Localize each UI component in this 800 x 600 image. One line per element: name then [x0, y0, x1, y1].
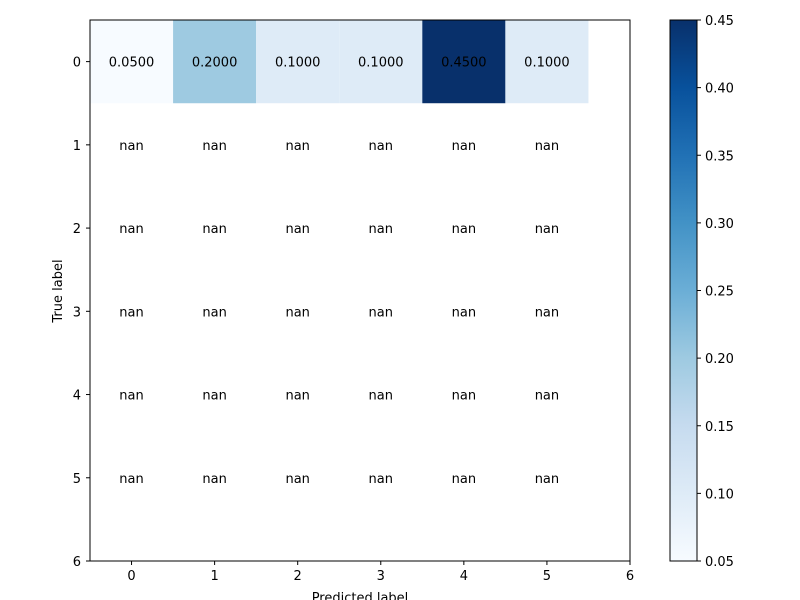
y-tick-label: 4	[73, 389, 81, 404]
y-axis: 0 1 2 3 4 5 6	[73, 56, 90, 570]
x-tick-label: 0	[127, 569, 135, 584]
heatmap-cell	[505, 20, 589, 104]
cell-value-label: nan	[535, 472, 559, 487]
cell-value-label: nan	[369, 472, 393, 487]
cell-value-label: nan	[452, 389, 476, 404]
cell-value-label: nan	[202, 139, 226, 154]
colorbar-gradient	[669, 19, 698, 562]
x-axis-label: Predicted label	[312, 591, 409, 600]
x-tick-label: 3	[377, 569, 385, 584]
cell-value-label: nan	[285, 139, 309, 154]
cell-value-label: nan	[119, 139, 143, 154]
colorbar-tick-label: 0.05	[705, 555, 734, 570]
x-tick-label: 6	[626, 569, 634, 584]
colorbar-tick-label: 0.25	[705, 285, 734, 300]
cell-value-label: nan	[535, 139, 559, 154]
cell-value-label: 0.2000	[192, 56, 238, 71]
cell-value-label: nan	[202, 222, 226, 237]
cell-value-label: nan	[369, 139, 393, 154]
cell-value-label: 0.4500	[441, 56, 487, 71]
colorbar-tick-label: 0.40	[705, 82, 734, 97]
heatmap-cell	[339, 20, 423, 104]
colorbar-tick-label: 0.45	[705, 14, 734, 29]
x-tick-label: 1	[210, 569, 218, 584]
cell-value-label: nan	[285, 472, 309, 487]
y-tick-label: 5	[73, 472, 81, 487]
colorbar-tick-label: 0.15	[705, 420, 734, 435]
colorbar-tick-label: 0.20	[705, 352, 734, 367]
cell-value-label: nan	[202, 305, 226, 320]
y-tick-label: 3	[73, 305, 81, 320]
cell-value-label: nan	[535, 389, 559, 404]
y-tick-label: 1	[73, 139, 81, 154]
cell-value-label: nan	[285, 305, 309, 320]
y-tick-label: 2	[73, 222, 81, 237]
x-tick-label: 4	[460, 569, 468, 584]
heatmap-cells	[90, 20, 589, 104]
heatmap-cell	[422, 20, 506, 104]
cell-value-label: nan	[369, 389, 393, 404]
cell-value-label: nan	[369, 305, 393, 320]
y-axis-label: True label	[51, 259, 66, 323]
cell-value-label: nan	[202, 472, 226, 487]
cell-value-label: nan	[202, 389, 226, 404]
cell-value-label: nan	[119, 389, 143, 404]
colorbar-tick-label: 0.30	[705, 217, 734, 232]
cell-value-label: nan	[452, 139, 476, 154]
cell-value-label: 0.0500	[109, 56, 155, 71]
plot-frame	[89, 19, 631, 562]
y-tick-label: 0	[73, 56, 81, 71]
cell-value-label: nan	[369, 222, 393, 237]
cell-value-label: 0.1000	[275, 56, 321, 71]
cell-value-label: nan	[452, 472, 476, 487]
x-tick-label: 5	[543, 569, 551, 584]
cell-value-label: nan	[452, 305, 476, 320]
heatmap-cell-labels: 0.0500 0.2000 0.1000 0.1000 0.4500 0.1000 nan n…	[109, 56, 570, 487]
y-tick-label: 6	[73, 555, 81, 570]
x-tick-label: 2	[294, 569, 302, 584]
cell-value-label: nan	[119, 222, 143, 237]
heatmap-cell	[173, 20, 257, 104]
colorbar-tick-label: 0.35	[705, 149, 734, 164]
colorbar-tick-label: 0.10	[705, 487, 734, 502]
cell-value-label: 0.1000	[358, 56, 404, 71]
colorbar: 0.05 0.10 0.15 0.20 0.25 0.30 0.35 0.40 0.45	[669, 14, 734, 570]
cell-value-label: nan	[119, 305, 143, 320]
cell-value-label: nan	[119, 472, 143, 487]
cell-value-label: nan	[452, 222, 476, 237]
heatmap-cell	[90, 20, 174, 104]
cell-value-label: nan	[285, 222, 309, 237]
heatmap-cell	[256, 20, 340, 104]
cell-value-label: 0.1000	[524, 56, 570, 71]
cell-value-label: nan	[285, 389, 309, 404]
cell-value-label: nan	[535, 305, 559, 320]
cell-value-label: nan	[535, 222, 559, 237]
x-axis: 0 1 2 3 4 5 6	[127, 561, 634, 584]
